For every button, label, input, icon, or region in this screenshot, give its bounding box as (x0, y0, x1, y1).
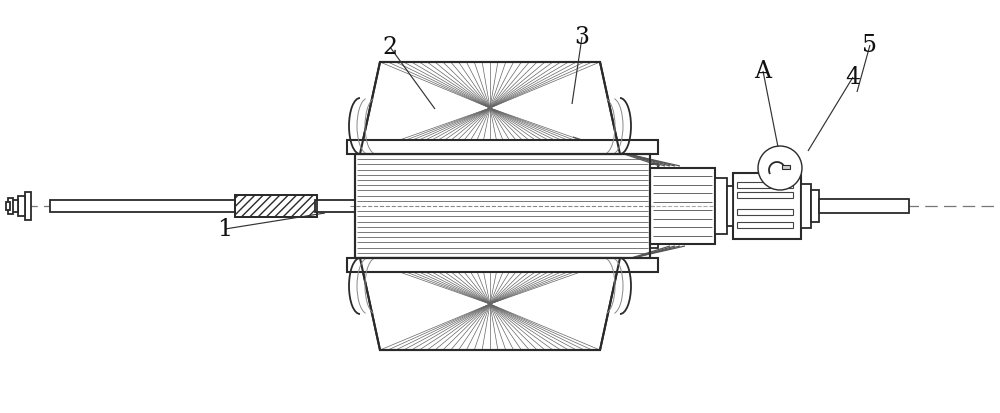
Text: 3: 3 (574, 26, 590, 50)
Bar (235, 195, 317, 218)
Bar (355, 154, 650, 259)
Bar (737, 192, 793, 199)
Bar (315, 201, 355, 212)
Polygon shape (782, 166, 790, 170)
Bar (50, 201, 235, 212)
Bar (650, 165, 658, 248)
Bar (18, 197, 25, 216)
Bar (25, 192, 31, 221)
Bar (355, 154, 650, 259)
Bar (8, 199, 13, 214)
Circle shape (758, 147, 802, 190)
Bar (801, 185, 811, 228)
Bar (737, 209, 793, 216)
Polygon shape (360, 259, 620, 350)
Text: 1: 1 (217, 218, 233, 241)
Bar (650, 169, 715, 244)
Bar (737, 223, 793, 228)
Bar (715, 178, 727, 235)
Bar (347, 141, 658, 154)
Bar (347, 259, 658, 272)
Polygon shape (360, 63, 620, 154)
Text: 4: 4 (845, 66, 861, 89)
Text: A: A (755, 60, 772, 83)
Text: 2: 2 (382, 36, 398, 59)
Bar (10, 201, 18, 212)
Bar (733, 173, 801, 240)
Bar (811, 190, 819, 223)
Bar (6, 202, 10, 211)
Bar (737, 183, 793, 189)
Text: 5: 5 (862, 34, 878, 57)
Bar (819, 199, 909, 214)
Bar (235, 195, 317, 218)
Bar (727, 187, 733, 226)
